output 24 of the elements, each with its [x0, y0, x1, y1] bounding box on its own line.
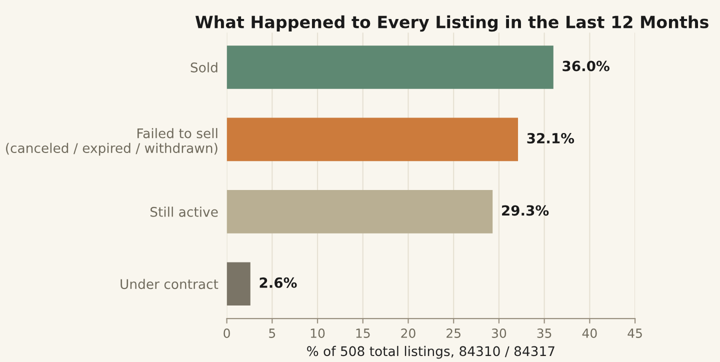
- x-tick-label: 20: [401, 328, 416, 338]
- x-tick-label: 35: [537, 328, 552, 338]
- x-tick-label: 10: [310, 328, 325, 338]
- x-axis-title: % of 508 total listings, 84310 / 84317: [307, 346, 554, 359]
- chart-title: What Happened to Every Listing in the Last 12 Months: [195, 15, 708, 32]
- data-label: 32.1%: [527, 132, 574, 144]
- bar: [226, 46, 554, 89]
- y-tick-label: Under contract: [120, 278, 218, 290]
- x-tick-label: 40: [582, 328, 597, 338]
- x-tick-label: 30: [492, 328, 506, 338]
- bar: [226, 190, 493, 234]
- bar: [226, 262, 250, 306]
- x-tick-label: 45: [628, 328, 642, 338]
- x-tick-label: 25: [446, 328, 460, 338]
- x-tick-label: 5: [269, 328, 276, 338]
- data-label: 2.6%: [260, 277, 297, 288]
- data-label: 36.0%: [562, 60, 610, 72]
- y-tick-label: Still active: [150, 206, 218, 217]
- data-label: 29.3%: [502, 205, 549, 216]
- y-tick-label: Failed to sell (canceled / expired / withdrawn): [6, 128, 218, 156]
- bar: [226, 118, 518, 162]
- y-tick-label: Sold: [190, 62, 218, 72]
- x-tick-label: 0: [224, 328, 230, 338]
- x-tick-label: 15: [356, 328, 370, 338]
